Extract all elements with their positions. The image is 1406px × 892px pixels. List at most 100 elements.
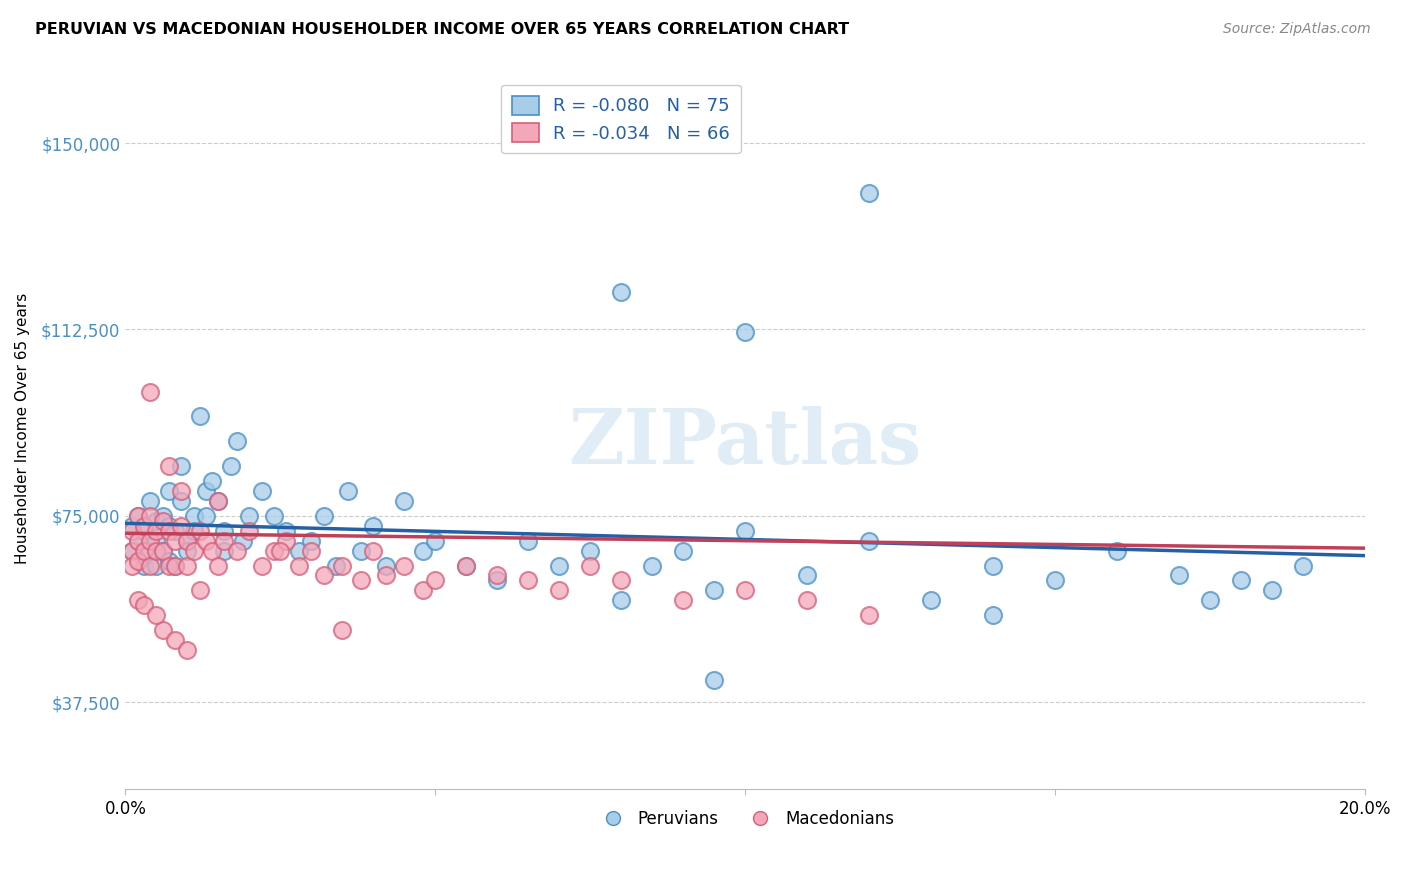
Point: [219, 459, 242, 474]
Point: [456, 558, 478, 573]
Point: [517, 574, 540, 588]
Point: [145, 543, 167, 558]
Point: [299, 533, 322, 548]
Point: [1230, 574, 1253, 588]
Point: [145, 524, 167, 538]
Point: [127, 533, 149, 548]
Point: [486, 568, 509, 582]
Point: [145, 514, 167, 528]
Point: [1292, 558, 1315, 573]
Point: [238, 524, 260, 538]
Point: [132, 543, 155, 558]
Point: [132, 524, 155, 538]
Point: [299, 543, 322, 558]
Point: [579, 558, 602, 573]
Point: [121, 558, 143, 573]
Point: [132, 518, 155, 533]
Point: [858, 608, 880, 623]
Point: [312, 508, 335, 523]
Point: [425, 533, 447, 548]
Point: [858, 533, 880, 548]
Point: [610, 593, 633, 607]
Point: [374, 558, 396, 573]
Point: [183, 524, 205, 538]
Point: [796, 593, 818, 607]
Point: [163, 533, 186, 548]
Point: [361, 518, 384, 533]
Point: [517, 533, 540, 548]
Point: [188, 524, 211, 538]
Point: [170, 459, 193, 474]
Point: [152, 508, 174, 523]
Point: [425, 574, 447, 588]
Point: [157, 553, 180, 567]
Point: [188, 583, 211, 598]
Point: [176, 643, 198, 657]
Legend: Peruvians, Macedonians: Peruvians, Macedonians: [589, 804, 901, 835]
Point: [188, 409, 211, 424]
Point: [288, 558, 311, 573]
Point: [263, 543, 285, 558]
Point: [127, 508, 149, 523]
Point: [734, 325, 756, 339]
Point: [703, 583, 725, 598]
Point: [176, 543, 198, 558]
Point: [330, 623, 353, 637]
Point: [330, 558, 353, 573]
Point: [548, 583, 571, 598]
Point: [337, 483, 360, 498]
Point: [183, 508, 205, 523]
Point: [157, 524, 180, 538]
Point: [214, 533, 236, 548]
Point: [1105, 543, 1128, 558]
Point: [796, 568, 818, 582]
Point: [163, 524, 186, 538]
Point: [127, 593, 149, 607]
Point: [163, 633, 186, 648]
Point: [139, 533, 162, 548]
Point: [263, 508, 285, 523]
Point: [232, 533, 254, 548]
Point: [170, 483, 193, 498]
Point: [412, 583, 434, 598]
Point: [1261, 583, 1284, 598]
Text: ZIPatlas: ZIPatlas: [568, 406, 921, 480]
Point: [157, 558, 180, 573]
Point: [207, 494, 229, 508]
Point: [201, 543, 224, 558]
Y-axis label: Householder Income Over 65 years: Householder Income Over 65 years: [15, 293, 30, 565]
Point: [170, 494, 193, 508]
Point: [207, 494, 229, 508]
Point: [163, 558, 186, 573]
Text: Source: ZipAtlas.com: Source: ZipAtlas.com: [1223, 22, 1371, 37]
Point: [145, 533, 167, 548]
Point: [486, 574, 509, 588]
Point: [145, 608, 167, 623]
Point: [579, 543, 602, 558]
Point: [170, 518, 193, 533]
Point: [456, 558, 478, 573]
Point: [548, 558, 571, 573]
Text: PERUVIAN VS MACEDONIAN HOUSEHOLDER INCOME OVER 65 YEARS CORRELATION CHART: PERUVIAN VS MACEDONIAN HOUSEHOLDER INCOM…: [35, 22, 849, 37]
Point: [214, 543, 236, 558]
Point: [981, 608, 1004, 623]
Point: [672, 593, 695, 607]
Point: [194, 508, 217, 523]
Point: [139, 384, 162, 399]
Point: [238, 508, 260, 523]
Point: [1167, 568, 1189, 582]
Point: [225, 434, 247, 449]
Point: [139, 558, 162, 573]
Point: [920, 593, 942, 607]
Point: [157, 518, 180, 533]
Point: [127, 553, 149, 567]
Point: [350, 574, 373, 588]
Point: [139, 494, 162, 508]
Point: [163, 558, 186, 573]
Point: [225, 543, 247, 558]
Point: [312, 568, 335, 582]
Point: [157, 459, 180, 474]
Point: [361, 543, 384, 558]
Point: [1198, 593, 1220, 607]
Point: [250, 558, 273, 573]
